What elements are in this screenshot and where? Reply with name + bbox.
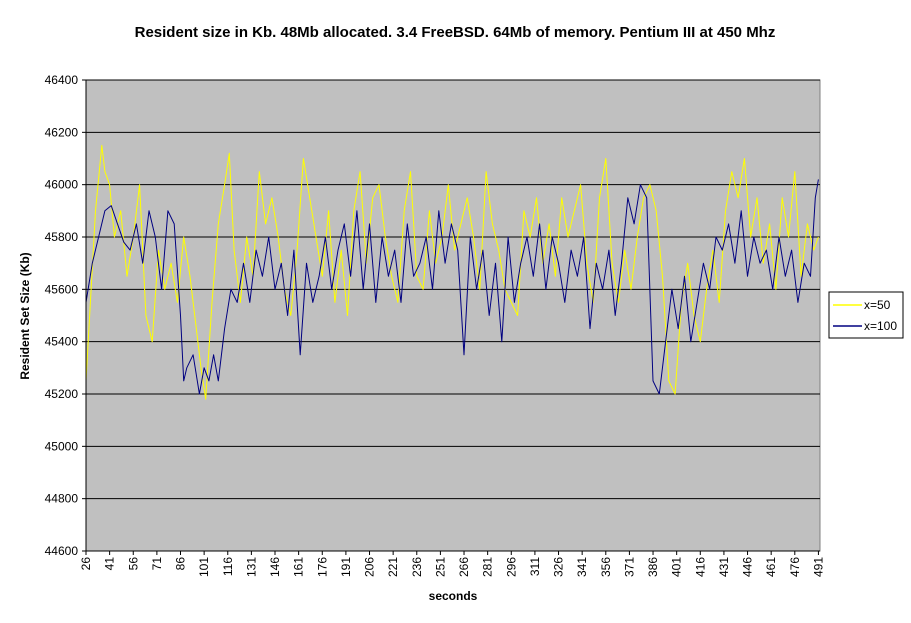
series-line-1 [85, 144, 819, 400]
x-axis-ticks: 26 41 56 71 86 101 116 131 146 161 176 191 206 221 236… [79, 551, 825, 577]
y-tick-label: 45000 [45, 439, 79, 453]
y-tick-label: 45800 [45, 230, 79, 244]
chart-title: Resident size in Kb. 48Mb allocated. 3.4… [135, 24, 776, 41]
x-tick-label: 446 [741, 557, 755, 577]
x-tick-label: 161 [292, 557, 306, 577]
plot-area [85, 79, 821, 552]
y-tick-label: 46000 [45, 178, 79, 192]
y-tick-label: 44800 [45, 492, 79, 506]
x-tick-label: 326 [552, 557, 566, 577]
x-tick-label: 311 [528, 557, 542, 576]
series-line-2 [85, 179, 819, 395]
x-tick-label: 431 [717, 557, 731, 577]
x-tick-label: 176 [315, 557, 329, 577]
x-tick-label: 296 [504, 557, 518, 577]
y-tick-label: 46400 [45, 73, 79, 87]
x-tick-label: 26 [79, 557, 93, 571]
legend: x=50 x=100 [828, 291, 904, 339]
y-tick-label: 44600 [45, 544, 79, 558]
x-tick-label: 236 [410, 557, 424, 577]
x-tick-label: 206 [363, 557, 377, 577]
series-lines [85, 144, 819, 400]
y-tick-label: 46200 [45, 125, 79, 139]
y-tick-label: 45600 [45, 282, 79, 296]
y-tick-label: 45200 [45, 387, 79, 401]
x-tick-label: 41 [103, 557, 117, 571]
y-tick-label: 45400 [45, 335, 79, 349]
x-tick-label: 401 [670, 557, 684, 577]
y-axis-ticks: 44600 44800 45000 45200 45400 45600 45800 46000… [45, 73, 86, 558]
x-tick-label: 386 [646, 557, 660, 577]
y-axis-label: Resident Set Size (Kb) [18, 252, 32, 379]
x-tick-label: 56 [126, 557, 140, 571]
legend-box [828, 291, 904, 339]
x-tick-label: 191 [339, 557, 353, 577]
x-tick-label: 251 [433, 557, 447, 577]
x-tick-label: 356 [599, 557, 613, 577]
x-tick-label: 281 [481, 557, 495, 577]
x-tick-label: 101 [197, 557, 211, 577]
x-tick-label: 86 [174, 557, 188, 571]
legend-label: x=50 [864, 298, 891, 312]
x-tick-label: 461 [764, 557, 778, 577]
x-tick-label: 71 [150, 557, 164, 571]
x-tick-label: 491 [811, 557, 825, 577]
x-axis-label: seconds [429, 589, 478, 603]
x-tick-label: 371 [622, 557, 636, 577]
x-tick-label: 116 [221, 557, 235, 576]
x-tick-label: 266 [457, 557, 471, 577]
x-tick-label: 146 [268, 557, 282, 577]
x-tick-label: 476 [788, 557, 802, 577]
x-tick-label: 221 [386, 557, 400, 577]
legend-label: x=100 [864, 319, 897, 333]
x-tick-label: 416 [693, 557, 707, 577]
x-tick-label: 341 [575, 557, 589, 577]
x-tick-label: 131 [244, 557, 258, 577]
